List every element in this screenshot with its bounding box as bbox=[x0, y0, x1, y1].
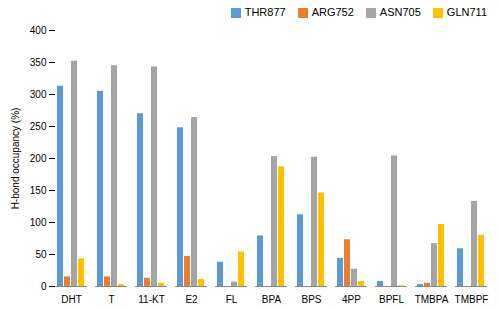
svg-text:400: 400 bbox=[30, 25, 47, 36]
svg-text:200: 200 bbox=[30, 153, 47, 164]
svg-text:4PP: 4PP bbox=[342, 294, 361, 305]
svg-text:TMBPF: TMBPF bbox=[455, 294, 489, 305]
svg-text:300: 300 bbox=[30, 89, 47, 100]
svg-text:H-bond occupancy (%): H-bond occupancy (%) bbox=[10, 108, 21, 210]
svg-text:150: 150 bbox=[30, 185, 47, 196]
svg-text:350: 350 bbox=[30, 57, 47, 68]
svg-text:BPA: BPA bbox=[262, 294, 282, 305]
svg-text:BPFL: BPFL bbox=[379, 294, 404, 305]
svg-text:E2: E2 bbox=[185, 294, 198, 305]
svg-text:T: T bbox=[108, 294, 114, 305]
svg-text:FL: FL bbox=[226, 294, 238, 305]
svg-text:50: 50 bbox=[35, 249, 47, 260]
html-text:ASN705: ASN705 bbox=[379, 6, 421, 18]
svg-text:250: 250 bbox=[30, 121, 47, 132]
svg-text:DHT: DHT bbox=[61, 294, 82, 305]
svg-text:BPS: BPS bbox=[301, 294, 321, 305]
svg-text:0: 0 bbox=[41, 281, 47, 292]
svg-text:100: 100 bbox=[30, 217, 47, 228]
svg-text:TMBPA: TMBPA bbox=[415, 294, 449, 305]
html-text:GLN711: GLN711 bbox=[446, 6, 487, 18]
svg-text:11-KT: 11-KT bbox=[138, 294, 165, 305]
html-text:ARG752: ARG752 bbox=[311, 6, 354, 18]
html-text:THR877: THR877 bbox=[244, 6, 286, 18]
